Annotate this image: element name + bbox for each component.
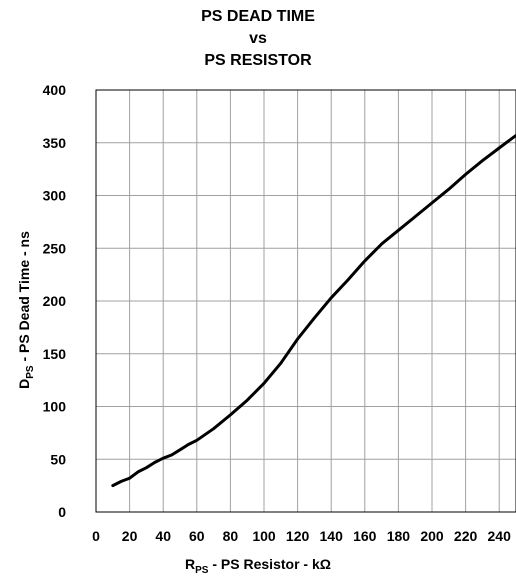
x-tick-label-80: 80 (223, 528, 239, 544)
y-tick-label-300: 300 (43, 188, 67, 204)
y-tick-label-200: 200 (43, 293, 67, 309)
x-tick-label-40: 40 (155, 528, 171, 544)
y-axis-label-sub: PS (24, 365, 36, 379)
x-tick-label-140: 140 (320, 528, 344, 544)
x-tick-label-240: 240 (488, 528, 512, 544)
y-axis-label-prefix: D (16, 378, 33, 389)
x-tick-label-200: 200 (420, 528, 444, 544)
chart-title-line-2: vs (249, 30, 267, 47)
y-tick-label-0: 0 (58, 504, 66, 520)
gridlines (95, 89, 516, 513)
x-tick-label-160: 160 (353, 528, 377, 544)
x-tick-label-100: 100 (252, 528, 276, 544)
x-tick-label-180: 180 (387, 528, 411, 544)
y-axis-label-suffix: - PS Dead Time - ns (16, 231, 33, 366)
x-tick-label-220: 220 (454, 528, 478, 544)
plot-frame (95, 89, 516, 513)
y-tick-label-150: 150 (43, 346, 67, 362)
x-tick-label-120: 120 (286, 528, 310, 544)
y-tick-label-100: 100 (43, 399, 67, 415)
x-axis-label-sub: PS (195, 564, 209, 576)
y-tick-label-400: 400 (43, 82, 67, 98)
y-tick-label-50: 50 (50, 451, 66, 467)
x-tick-label-60: 60 (189, 528, 205, 544)
y-tick-label-350: 350 (43, 135, 67, 151)
chart-title-line-1: PS DEAD TIME (201, 8, 315, 25)
x-axis-label-prefix: R (185, 556, 196, 572)
series-line-dead-time (111, 133, 516, 488)
x-axis-label-suffix: - PS Resistor - kΩ (208, 556, 331, 572)
x-tick-labels: 0 20 40 60 80 100 120 140 160 180 200 220 240 (92, 528, 511, 544)
y-tick-labels: 0 50 100 150 200 250 300 350 400 (43, 82, 67, 520)
x-tick-label-0: 0 (92, 528, 100, 544)
x-tick-label-20: 20 (122, 528, 138, 544)
chart-title-line-3: PS RESISTOR (204, 52, 312, 69)
y-tick-label-250: 250 (43, 240, 67, 256)
y-axis-label: DPS - PS Dead Time - ns (6, 231, 46, 389)
x-axis-label: RPS - PS Resistor - kΩ (0, 556, 516, 576)
